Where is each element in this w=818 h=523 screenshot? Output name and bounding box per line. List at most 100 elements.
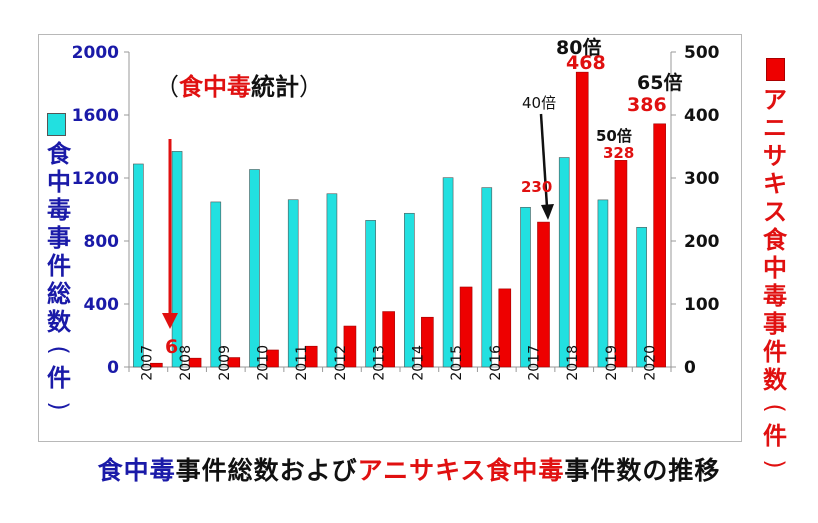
x-tick-label: 2007 xyxy=(139,345,155,381)
axis-title-char: 総 xyxy=(47,280,71,308)
right-tick-label: 400 xyxy=(684,106,720,126)
bar-total-2007 xyxy=(133,163,144,368)
left-axis-title: 食中毒事件総数(件) xyxy=(42,140,76,420)
axis-title-char: キ xyxy=(763,170,787,198)
right-tick-label: 0 xyxy=(684,358,696,378)
caption-part: 食中毒 xyxy=(97,456,176,485)
bar-total-2019 xyxy=(597,199,609,368)
bar-anisakis-2013 xyxy=(382,311,395,368)
bar-anisakis-2016 xyxy=(498,288,512,368)
value-label-2019: 328 xyxy=(603,144,635,162)
bar-anisakis-2011 xyxy=(304,345,318,368)
axis-title-char: 事 xyxy=(47,224,71,252)
x-tick-label: 2017 xyxy=(527,345,543,381)
arrow-head-2017 xyxy=(541,204,554,220)
bar-total-2009 xyxy=(210,201,222,368)
x-tick-label: 2015 xyxy=(449,345,465,381)
bar-anisakis-2019 xyxy=(614,160,628,368)
right-tick-label: 100 xyxy=(684,295,720,315)
legend-swatch-anisakis xyxy=(766,58,785,81)
bar-anisakis-2015 xyxy=(459,286,473,368)
value-label-2018: 468 xyxy=(566,52,606,74)
arrow-head-2007 xyxy=(162,313,178,329)
multiplier-2020: 65倍 xyxy=(637,72,683,94)
arrow-shaft-2017 xyxy=(539,113,549,208)
multiplier-2018: 80倍 xyxy=(556,37,602,59)
bar-anisakis-2009 xyxy=(227,357,241,368)
axis-title-char: 食 xyxy=(47,140,71,168)
x-tick-label: 2013 xyxy=(372,345,388,381)
axis-title-char: 中 xyxy=(763,254,787,282)
x-tick-label: 2016 xyxy=(488,345,504,381)
axis-title-char: 毒 xyxy=(763,282,787,310)
axis-title-char: 件 xyxy=(47,364,71,392)
bar-total-2008 xyxy=(171,151,183,368)
left-tick-label: 2000 xyxy=(72,43,119,63)
left-tick-label: 800 xyxy=(84,232,120,252)
bar-total-2015 xyxy=(442,177,454,368)
caption-part: 事件総数および xyxy=(175,456,358,485)
bar-anisakis-2010 xyxy=(266,349,279,368)
chart-frame: 0 400 800 1200 1600 2000 0 100 200 300 400 500 2007 2… xyxy=(38,34,742,442)
multiplier-2019: 50倍 xyxy=(596,127,632,145)
axis-title-char: 食 xyxy=(763,226,787,254)
x-tick-label: 2011 xyxy=(294,345,310,381)
axis-title-char: 件 xyxy=(763,422,787,450)
bar-total-2012 xyxy=(326,193,338,368)
x-tick-label: 2020 xyxy=(643,345,659,381)
bar-total-2010 xyxy=(249,169,260,368)
axis-title-char: 件 xyxy=(47,252,71,280)
axis-title-char: 毒 xyxy=(47,196,71,224)
bar-total-2013 xyxy=(365,220,376,368)
x-tick-label: 2018 xyxy=(565,345,581,381)
x-tick-label: 2012 xyxy=(333,345,349,381)
bar-chart: 0 400 800 1200 1600 2000 0 100 200 300 400 500 2007 2… xyxy=(72,43,720,381)
bar-total-2011 xyxy=(287,199,299,368)
axis-title-char: ニ xyxy=(763,114,787,142)
axis-title-char: ) xyxy=(45,401,73,411)
right-tick-label: 200 xyxy=(684,232,720,252)
value-label-2007: 6 xyxy=(165,336,179,358)
left-tick-label: 400 xyxy=(84,295,120,315)
bar-total-2016 xyxy=(481,187,493,368)
bar-anisakis-2008 xyxy=(188,357,202,368)
bar-total-2014 xyxy=(404,212,415,368)
axis-title-char: ア xyxy=(763,86,787,114)
multiplier-2017: 40倍 xyxy=(522,94,557,112)
statistics-label: （食中毒統計） xyxy=(155,73,323,101)
right-tick-label: 300 xyxy=(684,169,720,189)
bar-anisakis-2018 xyxy=(575,71,589,368)
axis-title-char: ( xyxy=(45,345,73,355)
x-tick-label: 2008 xyxy=(178,345,194,381)
axis-title-char: ( xyxy=(761,403,789,413)
bar-total-2017 xyxy=(520,206,531,368)
bar-anisakis-2020 xyxy=(653,123,666,368)
chart-caption: 食中毒事件総数およびアニサキス食中毒事件数の推移 xyxy=(0,451,818,487)
bar-total-2020 xyxy=(636,226,647,368)
x-tick-label: 2014 xyxy=(410,345,426,381)
x-tick-label: 2019 xyxy=(604,345,620,381)
value-label-2017: 230 xyxy=(521,178,553,196)
left-tick-label: 1200 xyxy=(72,169,119,189)
caption-part: 事件数の推移 xyxy=(564,456,721,485)
right-tick-label: 500 xyxy=(684,43,720,63)
caption-part: アニサキス食中毒 xyxy=(357,456,565,485)
bar-anisakis-2014 xyxy=(421,316,434,368)
value-label-2020: 386 xyxy=(627,94,667,116)
axis-title-char: 件 xyxy=(763,338,787,366)
axis-title-char: 数 xyxy=(763,366,787,394)
x-tick-label: 2010 xyxy=(256,345,272,381)
axis-title-char: 数 xyxy=(47,308,71,336)
axis-title-char: 中 xyxy=(47,168,71,196)
left-tick-label: 1600 xyxy=(72,106,119,126)
bar-anisakis-2007 xyxy=(150,362,163,368)
right-axis-title: アニサキス食中毒事件数(件) xyxy=(758,86,792,478)
bar-anisakis-2012 xyxy=(343,325,357,368)
left-tick-label: 0 xyxy=(107,358,119,378)
bar-total-2018 xyxy=(558,157,570,368)
x-tick-label: 2009 xyxy=(217,345,233,381)
axis-title-char: サ xyxy=(763,142,787,170)
axis-title-char: ス xyxy=(763,198,787,226)
axis-title-char: 事 xyxy=(763,310,787,338)
legend-swatch-total xyxy=(47,113,66,136)
